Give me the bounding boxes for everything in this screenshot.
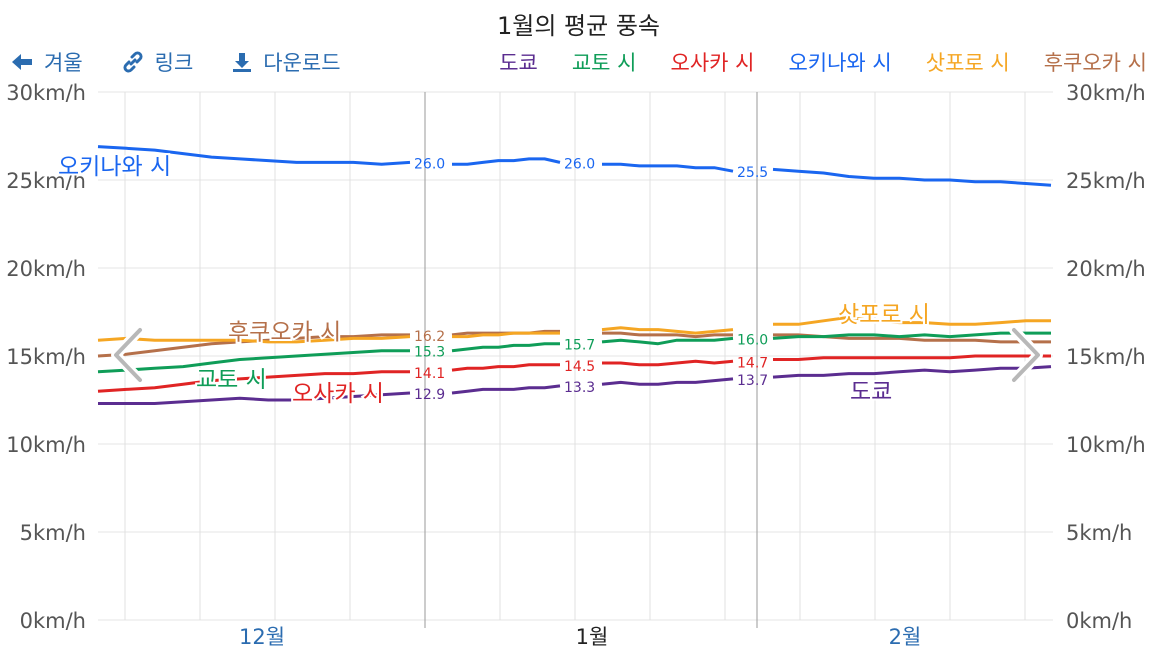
download-icon xyxy=(233,53,252,72)
x-tick-label: 1월 xyxy=(576,625,609,649)
series-line[interactable] xyxy=(602,359,734,367)
y-tick-label-left: 20km/h xyxy=(6,257,86,281)
series-line[interactable] xyxy=(772,167,1052,187)
series-line[interactable] xyxy=(602,162,734,173)
series-inline-label: 후쿠오카 시 xyxy=(228,319,341,345)
download-button[interactable]: 다운로드 xyxy=(231,47,341,77)
series-inline-label: 도쿄 xyxy=(850,379,892,405)
y-tick-label-left: 10km/h xyxy=(6,433,86,457)
series-line[interactable] xyxy=(601,336,734,346)
next-nav[interactable] xyxy=(1009,325,1043,385)
link-icon xyxy=(123,51,143,73)
series-line[interactable] xyxy=(602,331,733,339)
grid xyxy=(98,91,1053,628)
series-line[interactable] xyxy=(773,354,1051,361)
x-tick-label: 2월 xyxy=(889,625,922,649)
series-inline-label: 오사카 시 xyxy=(292,381,384,407)
y-axis-left: 0km/h 5km/h 10km/h 15km/h 20km/h 25km/h 30km/h xyxy=(6,81,86,633)
series-line[interactable] xyxy=(98,391,411,405)
y-tick-label-left: 5km/h xyxy=(20,521,86,545)
series-line[interactable] xyxy=(601,377,734,386)
y-tick-label-left: 0km/h xyxy=(20,609,86,633)
legend: 도쿄 교토 시 오사카 시 오키나와 시 삿포로 시 후쿠오카 시 xyxy=(465,46,1147,78)
data-label: 15.7 xyxy=(564,338,595,354)
data-label: 13.3 xyxy=(564,380,595,396)
chart-title: 1월의 평균 풍속 xyxy=(496,12,660,40)
series-line[interactable] xyxy=(97,145,411,166)
data-label: 14.1 xyxy=(414,366,445,382)
toolbar: 겨울 링크 다운로드 xyxy=(10,46,379,78)
x-tick-label: 12월 xyxy=(239,625,285,649)
legend-item-1[interactable]: 교토 시 xyxy=(571,51,637,75)
series-line[interactable] xyxy=(451,342,560,353)
back-label: 겨울 xyxy=(44,51,83,75)
y-tick-label-right: 10km/h xyxy=(1066,433,1146,457)
series-group xyxy=(97,145,1052,405)
series-inline-label: 오키나와 시 xyxy=(58,154,171,180)
arrow-left-icon xyxy=(12,54,32,70)
series-line[interactable] xyxy=(97,349,410,374)
series-line[interactable] xyxy=(772,365,1052,379)
data-label: 14.5 xyxy=(564,359,595,375)
legend-item-5[interactable]: 후쿠오카 시 xyxy=(1043,51,1147,75)
series-line[interactable] xyxy=(772,331,1051,340)
back-button[interactable]: 겨울 xyxy=(10,47,83,77)
series-line[interactable] xyxy=(452,157,561,166)
legend-item-2[interactable]: 오사카 시 xyxy=(670,51,755,75)
legend-item-3[interactable]: 오키나와 시 xyxy=(788,51,892,75)
data-label: 15.3 xyxy=(414,345,445,361)
data-label: 14.7 xyxy=(737,355,768,371)
series-line[interactable] xyxy=(451,363,560,372)
legend-item-4[interactable]: 삿포로 시 xyxy=(925,51,1010,75)
data-label: 16.0 xyxy=(737,332,768,348)
y-tick-label-left: 25km/h xyxy=(6,169,86,193)
series-line[interactable] xyxy=(97,335,411,344)
series-line[interactable] xyxy=(452,331,560,339)
series-inline-label: 교토 시 xyxy=(196,367,267,393)
data-label: 26.0 xyxy=(414,156,445,172)
data-label: 12.9 xyxy=(414,387,445,403)
x-axis: 12월 1월 2월 xyxy=(239,625,921,649)
link-button[interactable]: 링크 xyxy=(121,47,194,77)
value-labels: 16.215.3 15.7 16.0 14.1 14.5 14.7 12.9 13.3 13.7… xyxy=(56,152,932,409)
series-line[interactable] xyxy=(451,384,561,395)
data-label: 13.7 xyxy=(737,373,768,389)
prev-nav[interactable] xyxy=(111,325,145,385)
y-tick-label-left: 15km/h xyxy=(6,345,86,369)
series-line[interactable] xyxy=(97,370,410,393)
series-line[interactable] xyxy=(773,315,1051,326)
data-label: 26.0 xyxy=(564,156,595,172)
series-inline-label: 삿포로 시 xyxy=(838,302,930,328)
y-tick-label-right: 5km/h xyxy=(1066,521,1132,545)
y-tick-label-right: 30km/h xyxy=(1066,81,1146,105)
legend-item-0[interactable]: 도쿄 xyxy=(499,51,538,75)
line-chart: 0km/h 5km/h 10km/h 15km/h 20km/h 25km/h 30km/h… xyxy=(6,81,1146,649)
y-tick-label-left: 30km/h xyxy=(6,81,86,105)
y-tick-label-right: 25km/h xyxy=(1066,169,1146,193)
series-line[interactable] xyxy=(601,326,734,335)
link-label: 링크 xyxy=(154,51,194,75)
y-tick-label-right: 20km/h xyxy=(1066,257,1146,281)
y-tick-label-right: 15km/h xyxy=(1066,345,1146,369)
data-label: 25.5 xyxy=(737,165,768,181)
y-tick-label-right: 0km/h xyxy=(1066,609,1132,633)
data-label: 16.2 xyxy=(414,329,445,345)
y-axis-right: 0km/h 5km/h 10km/h 15km/h 20km/h 25km/h 30km/h xyxy=(1066,81,1146,633)
download-label: 다운로드 xyxy=(263,51,341,75)
